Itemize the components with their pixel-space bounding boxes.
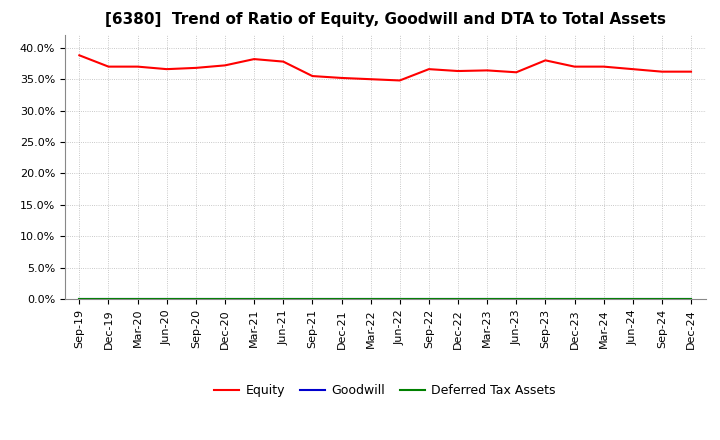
Goodwill	[425, 297, 433, 302]
Goodwill	[220, 297, 229, 302]
Deferred Tax Assets	[366, 297, 375, 302]
Title: [6380]  Trend of Ratio of Equity, Goodwill and DTA to Total Assets: [6380] Trend of Ratio of Equity, Goodwil…	[104, 12, 666, 27]
Deferred Tax Assets	[629, 297, 637, 302]
Goodwill	[599, 297, 608, 302]
Equity	[629, 66, 637, 72]
Goodwill	[512, 297, 521, 302]
Equity	[192, 65, 200, 70]
Deferred Tax Assets	[279, 297, 287, 302]
Deferred Tax Assets	[220, 297, 229, 302]
Goodwill	[483, 297, 492, 302]
Deferred Tax Assets	[657, 297, 666, 302]
Goodwill	[541, 297, 550, 302]
Goodwill	[366, 297, 375, 302]
Deferred Tax Assets	[425, 297, 433, 302]
Deferred Tax Assets	[250, 297, 258, 302]
Equity	[483, 68, 492, 73]
Equity	[220, 63, 229, 68]
Deferred Tax Assets	[599, 297, 608, 302]
Equity	[337, 75, 346, 81]
Deferred Tax Assets	[192, 297, 200, 302]
Deferred Tax Assets	[308, 297, 317, 302]
Deferred Tax Assets	[337, 297, 346, 302]
Deferred Tax Assets	[395, 297, 404, 302]
Equity	[541, 58, 550, 63]
Equity	[279, 59, 287, 64]
Goodwill	[570, 297, 579, 302]
Equity	[366, 77, 375, 82]
Deferred Tax Assets	[133, 297, 142, 302]
Deferred Tax Assets	[163, 297, 171, 302]
Equity	[395, 78, 404, 83]
Line: Equity: Equity	[79, 55, 691, 81]
Deferred Tax Assets	[75, 297, 84, 302]
Legend: Equity, Goodwill, Deferred Tax Assets: Equity, Goodwill, Deferred Tax Assets	[210, 379, 561, 402]
Goodwill	[687, 297, 696, 302]
Equity	[308, 73, 317, 79]
Goodwill	[308, 297, 317, 302]
Goodwill	[629, 297, 637, 302]
Equity	[454, 68, 462, 73]
Goodwill	[454, 297, 462, 302]
Goodwill	[104, 297, 113, 302]
Goodwill	[250, 297, 258, 302]
Equity	[133, 64, 142, 69]
Equity	[512, 70, 521, 75]
Deferred Tax Assets	[687, 297, 696, 302]
Equity	[104, 64, 113, 69]
Equity	[657, 69, 666, 74]
Deferred Tax Assets	[104, 297, 113, 302]
Equity	[599, 64, 608, 69]
Equity	[570, 64, 579, 69]
Equity	[163, 66, 171, 72]
Deferred Tax Assets	[483, 297, 492, 302]
Goodwill	[279, 297, 287, 302]
Equity	[687, 69, 696, 74]
Goodwill	[163, 297, 171, 302]
Goodwill	[133, 297, 142, 302]
Goodwill	[75, 297, 84, 302]
Deferred Tax Assets	[570, 297, 579, 302]
Goodwill	[337, 297, 346, 302]
Deferred Tax Assets	[541, 297, 550, 302]
Goodwill	[192, 297, 200, 302]
Equity	[250, 56, 258, 62]
Deferred Tax Assets	[454, 297, 462, 302]
Equity	[425, 66, 433, 72]
Equity	[75, 53, 84, 58]
Deferred Tax Assets	[512, 297, 521, 302]
Goodwill	[395, 297, 404, 302]
Goodwill	[657, 297, 666, 302]
